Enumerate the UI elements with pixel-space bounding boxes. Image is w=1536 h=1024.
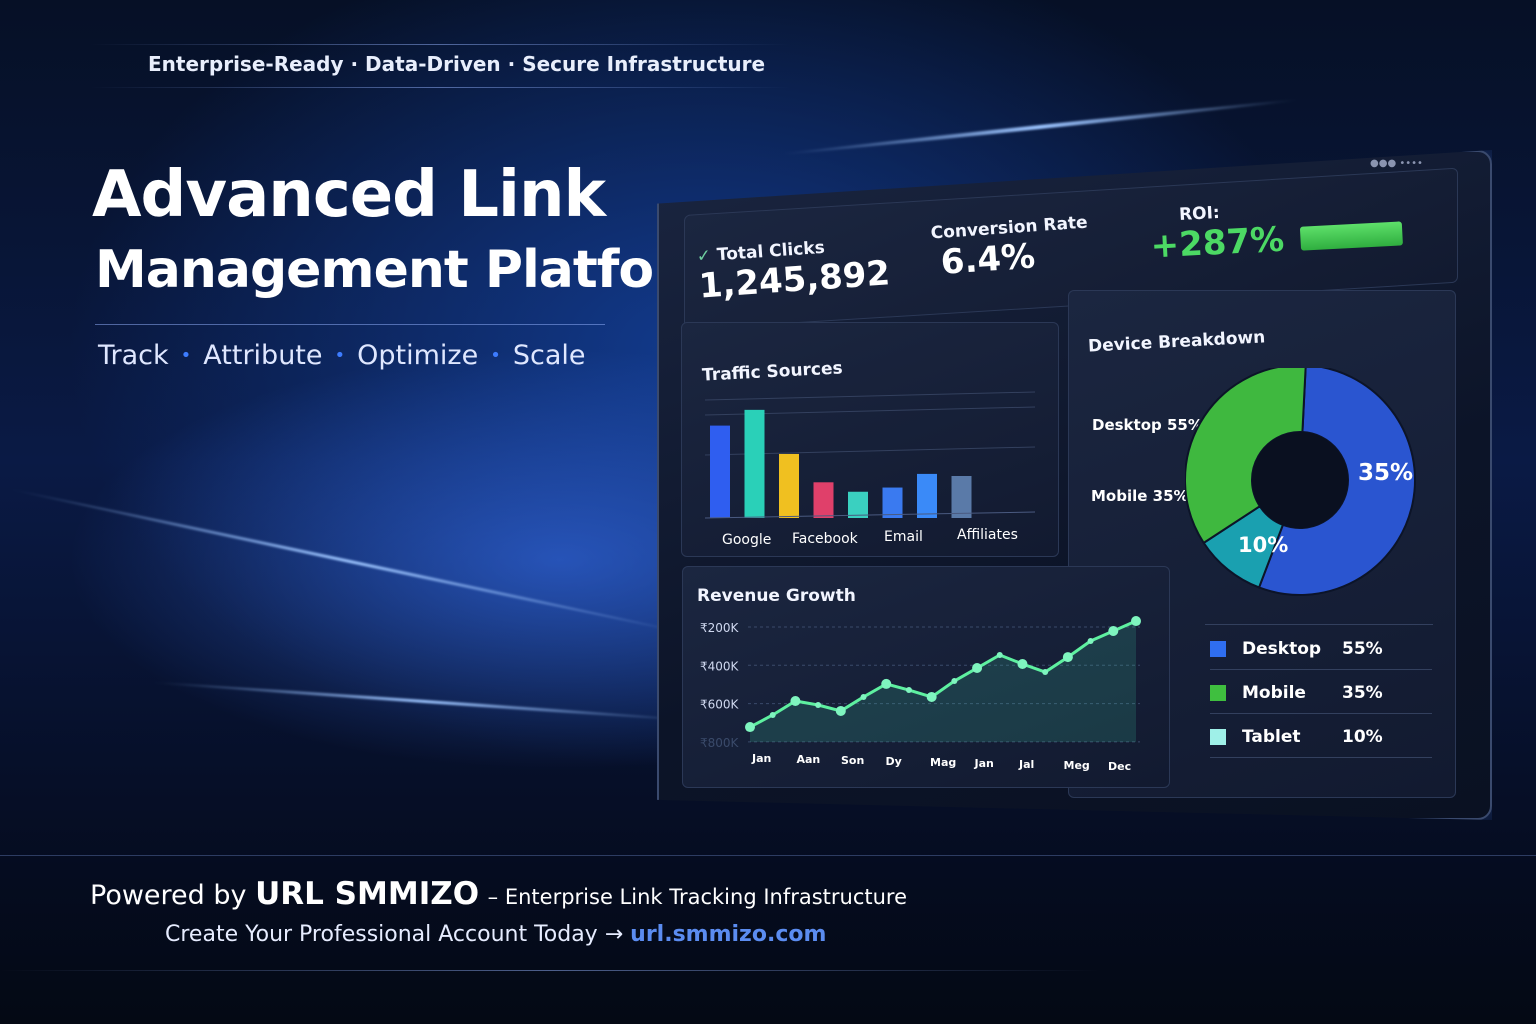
bar (917, 473, 937, 518)
traffic-sources-card (681, 322, 1059, 557)
bar-label: Affiliates (957, 527, 1018, 543)
pillar: Scale (512, 340, 586, 371)
bar (882, 487, 903, 518)
hero-pillars: Track • Attribute • Optimize • Scale (98, 340, 586, 371)
bar (813, 482, 834, 518)
brand-name: URL SMMIZO (255, 876, 480, 912)
x-tick-label: Dec (1108, 760, 1131, 773)
swatch (1210, 640, 1226, 657)
area-fill (750, 621, 1136, 742)
divider (90, 87, 790, 88)
data-point (1017, 658, 1028, 669)
y-tick-label: ₹800K (700, 736, 740, 750)
revenue-line-chart: ₹200K ₹400K ₹600K ₹800K Jan Aan Son Dy Mag Jan Jal… (700, 616, 1141, 773)
revenue-title: Revenue Growth (697, 586, 856, 606)
data-point (835, 705, 846, 716)
window-dots-icon: ●●● •••• (1370, 158, 1423, 169)
x-tick-label: Jan (751, 752, 771, 765)
data-point (1131, 616, 1141, 627)
hero-title-line2: Management Platform (95, 240, 732, 300)
light-streak (7, 487, 693, 636)
legend-mobile: Mobile 35% (1210, 672, 1432, 714)
x-tick-label: Jan (974, 757, 994, 770)
callout-mobile: Mobile 35% (1091, 487, 1189, 505)
check-icon: ✓ (696, 245, 712, 267)
pillar: Track (98, 340, 169, 371)
bar (951, 476, 972, 518)
legend-tablet: Tablet 10% (1210, 716, 1432, 758)
traffic-bar-chart (704, 391, 1036, 519)
x-tick-label: Meg (1064, 759, 1090, 772)
bar-label: Google (722, 532, 772, 548)
y-tick-label: ₹600K (700, 698, 740, 712)
data-point (769, 711, 776, 718)
website-link[interactable]: url.smmizo.com (630, 922, 827, 947)
bar (779, 453, 799, 518)
divider (0, 855, 1536, 856)
bar (744, 409, 765, 518)
divider (0, 970, 1100, 971)
axis-line (704, 511, 1036, 519)
slice-label: 35% (1358, 460, 1414, 486)
legend-desktop: Desktop 55% (1210, 628, 1432, 670)
hero-title-line1: Advanced Link (92, 158, 606, 232)
y-tick-label: ₹200K (700, 621, 740, 635)
powered-by: Powered by URL SMMIZO – Enterprise Link … (90, 876, 908, 912)
tagline: Enterprise-Ready · Data-Driven · Secure … (148, 52, 766, 76)
divider (90, 44, 790, 45)
callout-desktop: Desktop 55% (1092, 416, 1203, 434)
data-point (790, 695, 801, 706)
x-tick-label: Son (841, 754, 864, 767)
pillar: Optimize (357, 340, 479, 371)
donut-slice (1185, 368, 1307, 545)
light-streak (150, 680, 700, 723)
gridline (704, 391, 1036, 401)
bar (710, 425, 730, 518)
roi-progress-bar (1299, 221, 1403, 251)
pillar: Attribute (203, 340, 323, 371)
slice-label: 10% (1238, 533, 1289, 557)
data-point (881, 678, 892, 689)
arrow-right-icon: → (604, 922, 624, 947)
device-donut-chart (1185, 368, 1416, 596)
x-tick-label: Aan (797, 753, 821, 766)
bar (848, 491, 868, 518)
swatch (1210, 728, 1226, 745)
data-point (1108, 626, 1119, 637)
data-point (905, 687, 912, 694)
light-streak (781, 97, 1299, 157)
data-point (1087, 637, 1094, 644)
y-tick-label: ₹400K (700, 659, 740, 673)
data-point (972, 663, 983, 674)
data-point (1042, 669, 1049, 676)
data-point (815, 702, 822, 709)
data-point (860, 693, 867, 700)
data-point (745, 722, 755, 733)
data-point (1062, 652, 1073, 663)
donut-hole (1252, 432, 1348, 528)
cta: Create Your Professional Account Today →… (165, 922, 827, 947)
stat-conversion-rate: Conversion Rate 6.4% (930, 212, 1089, 283)
divider (95, 324, 605, 325)
bar-label: Email (884, 529, 923, 545)
x-tick-label: Jal (1018, 758, 1034, 771)
data-point (926, 691, 937, 702)
data-point (996, 651, 1003, 658)
revenue-growth-card (682, 566, 1170, 788)
x-tick-label: Mag (930, 756, 956, 769)
bar-label: Facebook (792, 531, 858, 547)
data-point (951, 678, 958, 685)
x-tick-label: Dy (886, 755, 902, 768)
divider (1205, 624, 1433, 625)
swatch (1210, 684, 1226, 701)
